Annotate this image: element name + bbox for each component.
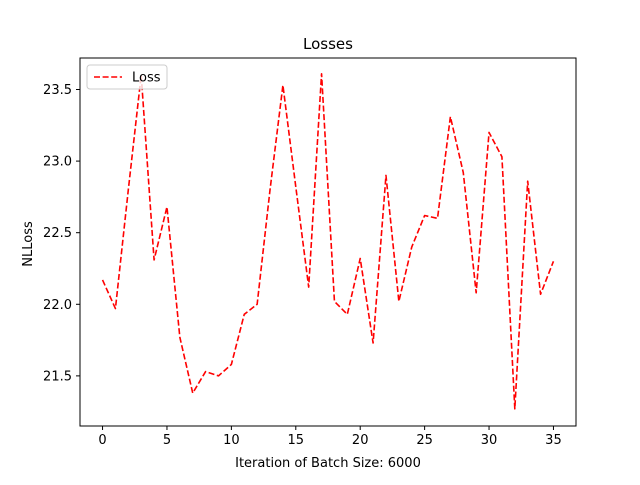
y-tick-label: 22.0 [43, 298, 72, 313]
axes: 0 5 10 15 20 25 30 35 21.5 22.0 22.5 23.0 23.5 [43, 57, 577, 448]
legend-label: Loss [132, 71, 161, 86]
y-tick-label: 23.5 [43, 83, 72, 98]
x-tick-label: 0 [98, 433, 106, 448]
legend-box [86, 64, 168, 90]
y-tick-label: 21.5 [43, 369, 72, 384]
x-tick-label: 30 [481, 433, 498, 448]
x-tick-label: 15 [288, 433, 305, 448]
x-axis-label: Iteration of Batch Size: 6000 [235, 456, 421, 471]
y-tick-label: 22.5 [43, 226, 72, 241]
plot-area [101, 72, 555, 410]
chart-title: Losses [303, 35, 353, 53]
axes-frame [79, 57, 577, 427]
x-tick-label: 25 [416, 433, 433, 448]
y-axis-label: NLLoss [21, 221, 36, 267]
x-tick-label: 10 [223, 433, 240, 448]
x-tick-label: 20 [352, 433, 369, 448]
legend: Loss [86, 64, 168, 90]
series-line-loss [101, 72, 555, 410]
y-tick-label: 23.0 [43, 155, 72, 170]
x-tick-label: 5 [163, 433, 171, 448]
x-tick-label: 35 [545, 433, 562, 448]
